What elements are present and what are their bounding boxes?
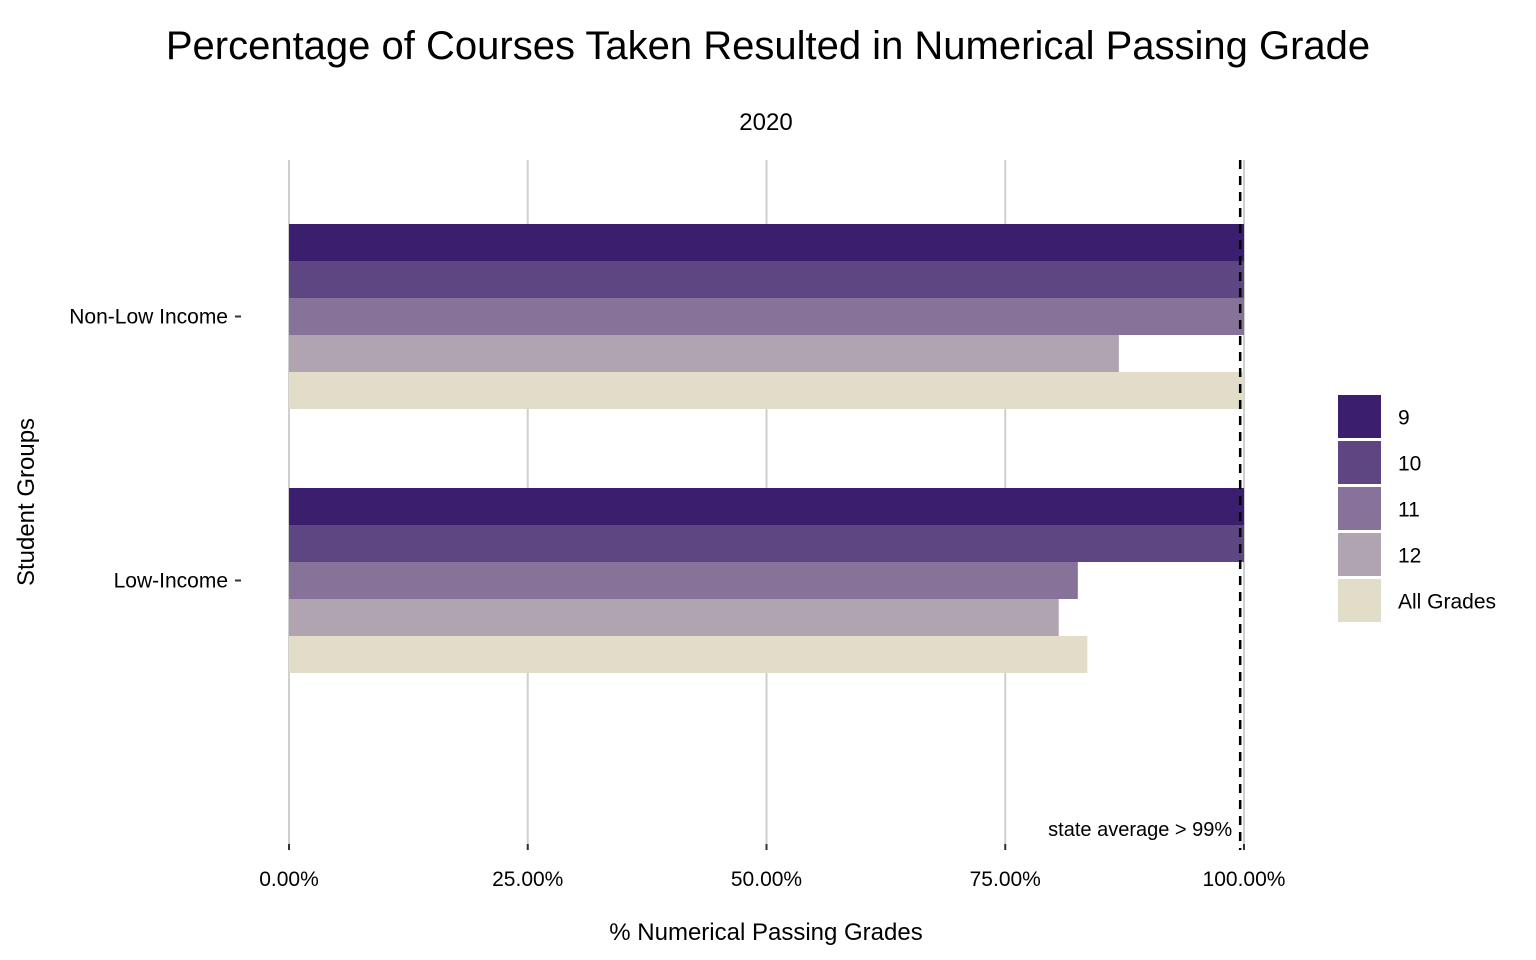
legend-swatch — [1338, 579, 1381, 622]
x-tick-label: 100.00% — [1203, 868, 1286, 891]
bar — [289, 372, 1244, 409]
legend-swatch — [1338, 533, 1381, 576]
reference-line-group: state average > 99% — [1048, 160, 1242, 850]
legend-label: 10 — [1398, 453, 1421, 476]
bar — [289, 636, 1088, 673]
legend-swatch — [1338, 487, 1381, 530]
x-axis-title: % Numerical Passing Grades — [609, 919, 922, 946]
axes: 0.00% 25.00% 50.00% 75.00% 100.00% Non-Low In… — [69, 306, 1285, 892]
reference-line-label: state average > 99% — [1048, 819, 1232, 841]
x-tick-label: 25.00% — [492, 868, 563, 891]
chart-title: Percentage of Courses Taken Resulted in … — [165, 24, 1371, 68]
bar — [289, 335, 1119, 372]
chart-subtitle: 2020 — [739, 109, 792, 136]
legend-swatch — [1338, 395, 1381, 438]
y-tick-label: Low-Income — [114, 570, 228, 593]
bar — [289, 224, 1244, 261]
legend: 9 10 11 12 All Grades — [1338, 395, 1496, 622]
bar — [289, 298, 1244, 335]
legend-swatch — [1338, 441, 1381, 484]
x-tick-label: 0.00% — [259, 868, 319, 891]
bar — [289, 599, 1059, 636]
legend-label: 12 — [1398, 545, 1421, 568]
legend-label: All Grades — [1398, 591, 1496, 614]
legend-label: 9 — [1398, 407, 1410, 430]
x-tick-label: 50.00% — [731, 868, 802, 891]
bar — [289, 261, 1244, 298]
bar — [289, 525, 1244, 562]
y-tick-label: Non-Low Income — [69, 306, 228, 329]
legend-label: 11 — [1398, 499, 1420, 522]
bar — [289, 488, 1244, 525]
bar — [289, 562, 1078, 599]
x-tick-label: 75.00% — [970, 868, 1041, 891]
y-axis-title: Student Groups — [13, 418, 40, 586]
bars — [289, 224, 1244, 673]
